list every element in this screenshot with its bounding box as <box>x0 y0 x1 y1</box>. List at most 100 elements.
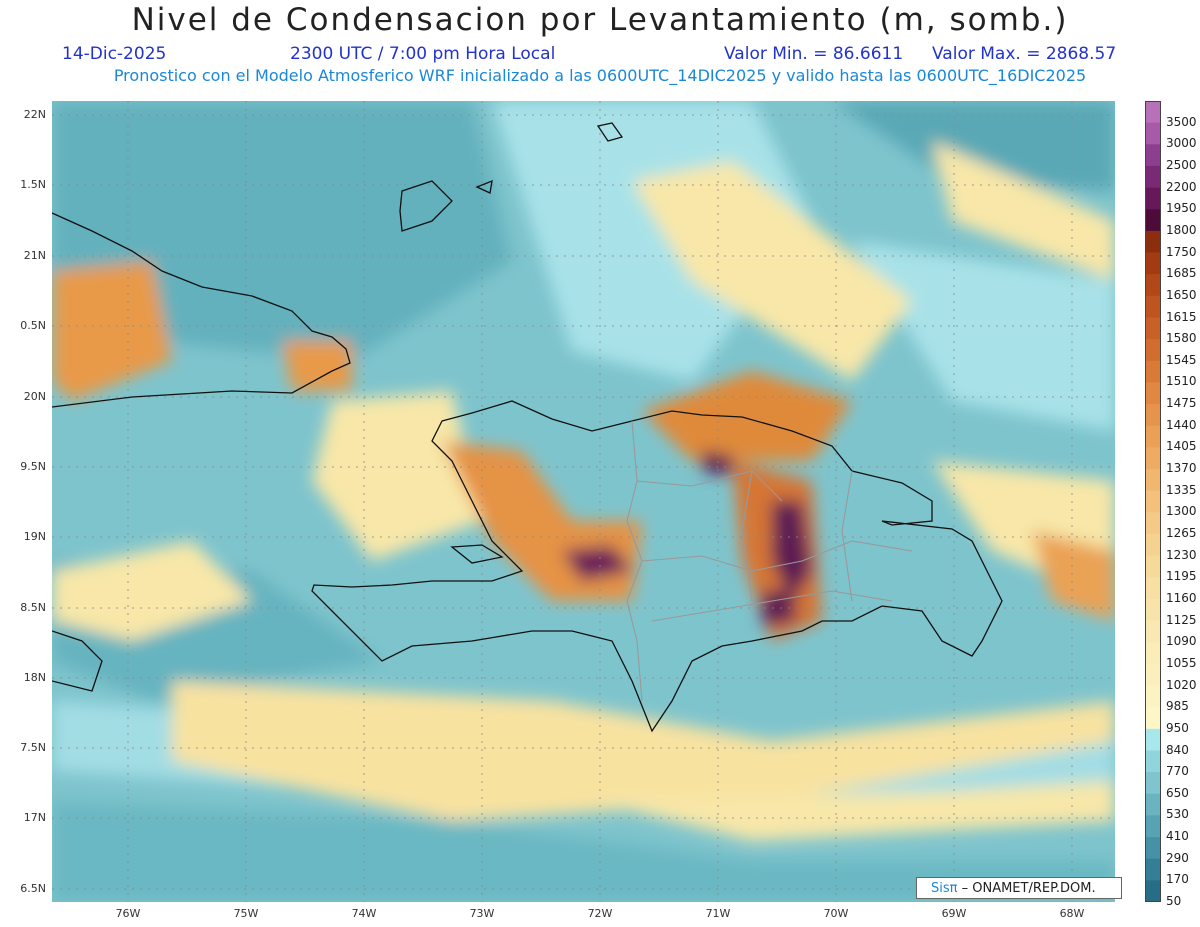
colorbar-label: 1475 <box>1166 396 1197 411</box>
colorbar-label: 1750 <box>1166 244 1197 259</box>
colorbar-label: 1510 <box>1166 374 1197 389</box>
lat-label: 0.5N <box>20 319 46 332</box>
colorbar-label: 410 <box>1166 829 1189 844</box>
colorbar-swatch <box>1145 469 1161 492</box>
colorbar-swatch <box>1145 425 1161 448</box>
map-title: Nivel de Condensacion por Levantamiento … <box>131 2 1069 38</box>
coastlines <box>52 122 1003 733</box>
colorbar-swatch <box>1145 187 1161 210</box>
colorbar-swatch <box>1145 663 1161 687</box>
colorbar-swatch <box>1145 339 1161 362</box>
lon-label: 75W <box>233 907 259 920</box>
colorbar-label: 1335 <box>1166 482 1197 497</box>
colorbar <box>1145 101 1161 902</box>
colorbar-swatch <box>1145 230 1161 254</box>
colorbar-swatch <box>1145 165 1161 189</box>
colorbar-swatch <box>1145 252 1161 275</box>
colorbar-label: 50 <box>1166 894 1182 908</box>
colorbar-label: 1685 <box>1166 266 1197 281</box>
colorbar-swatch <box>1145 512 1161 535</box>
lat-label: 9.5N <box>20 460 46 473</box>
colorbar-label: 1090 <box>1166 634 1197 649</box>
colorbar-label: 1950 <box>1166 201 1197 216</box>
lat-label: 22N <box>23 108 46 121</box>
lat-lon-grid <box>52 101 1115 902</box>
time-label: 2300 UTC / 7:00 pm Hora Local <box>290 44 556 64</box>
lat-label: 7.5N <box>20 741 46 754</box>
colorbar-swatch <box>1145 382 1161 405</box>
lat-label: 19N <box>23 530 46 543</box>
colorbar-swatch <box>1145 209 1161 232</box>
colorbar-swatch <box>1145 642 1161 665</box>
colorbar-label: 1160 <box>1166 590 1197 605</box>
colorbar-swatch <box>1145 447 1161 470</box>
colorbar-swatch <box>1145 772 1161 795</box>
colorbar-label: 1265 <box>1166 526 1197 540</box>
colorbar-label: 650 <box>1166 785 1189 800</box>
lat-label: 6.5N <box>20 882 46 895</box>
colorbar-swatch <box>1145 750 1161 773</box>
colorbar-swatch <box>1145 728 1161 751</box>
lon-label: 74W <box>351 907 377 920</box>
colorbar-swatch <box>1145 274 1161 297</box>
colorbar-label: 1545 <box>1166 352 1197 367</box>
colorbar-label: 1230 <box>1166 547 1197 562</box>
colorbar-swatch <box>1145 404 1161 427</box>
colorbar-label: 1055 <box>1166 655 1197 670</box>
max-value-label: Valor Max. = 2868.57 <box>932 44 1117 64</box>
colorbar-label: 1580 <box>1166 331 1197 346</box>
lat-label: 20N <box>23 390 46 403</box>
colorbar-label: 3500 <box>1166 114 1197 129</box>
date-label: 14-Dic-2025 <box>62 44 167 64</box>
colorbar-label: 1370 <box>1166 461 1197 475</box>
colorbar-label: 1615 <box>1166 309 1197 324</box>
forecast-description: Pronostico con el Modelo Atmosferico WRF… <box>113 66 1087 85</box>
lon-label: 72W <box>587 907 613 920</box>
lon-label: 73W <box>469 907 495 920</box>
colorbar-swatch <box>1145 598 1161 622</box>
colorbar-label: 1300 <box>1166 504 1197 519</box>
colorbar-swatch <box>1145 101 1161 124</box>
colorbar-label: 1195 <box>1166 569 1197 584</box>
lat-label: 1.5N <box>20 178 46 191</box>
colorbar-label: 290 <box>1166 850 1189 865</box>
min-value-label: Valor Min. = 86.6611 <box>724 44 904 64</box>
credit-box: Sisπ – ONAMET/REP.DOM. <box>916 877 1122 899</box>
colorbar-swatch <box>1145 360 1161 383</box>
colorbar-label: 2500 <box>1166 157 1197 172</box>
colorbar-label: 530 <box>1166 807 1189 822</box>
colorbar-label: 1405 <box>1166 439 1197 454</box>
colorbar-label: 170 <box>1166 872 1189 887</box>
colorbar-swatch <box>1145 685 1161 708</box>
colorbar-label: 770 <box>1166 764 1189 779</box>
colorbar-label: 840 <box>1166 742 1189 757</box>
colorbar-swatch <box>1145 837 1161 860</box>
colorbar-swatch <box>1145 620 1161 643</box>
colorbar-frame <box>1145 101 1161 902</box>
colorbar-swatch <box>1145 533 1161 557</box>
lon-label: 70W <box>823 907 849 920</box>
colorbar-label: 1800 <box>1166 222 1197 237</box>
colorbar-swatch <box>1145 793 1161 816</box>
province-borders <box>626 420 913 702</box>
lon-label: 69W <box>941 907 967 920</box>
colorbar-label: 1125 <box>1166 612 1197 627</box>
colorbar-swatch <box>1145 317 1161 340</box>
lat-label: 17N <box>23 811 46 824</box>
lon-label: 76W <box>115 907 141 920</box>
colorbar-swatch <box>1145 144 1161 167</box>
lon-label: 68W <box>1059 907 1085 920</box>
field-shading <box>52 101 1115 902</box>
forecast-map <box>52 101 1115 902</box>
colorbar-label: 3000 <box>1166 136 1197 151</box>
colorbar-label: 1650 <box>1166 287 1197 302</box>
colorbar-label: 950 <box>1166 720 1189 735</box>
colorbar-swatch <box>1145 707 1161 730</box>
colorbar-label: 985 <box>1166 699 1189 714</box>
credit-text: – ONAMET/REP.DOM. <box>961 881 1096 896</box>
colorbar-swatch <box>1145 295 1161 318</box>
colorbar-swatch <box>1145 577 1161 600</box>
colorbar-swatch <box>1145 880 1161 902</box>
lon-label: 71W <box>705 907 731 920</box>
colorbar-swatch <box>1145 555 1161 578</box>
